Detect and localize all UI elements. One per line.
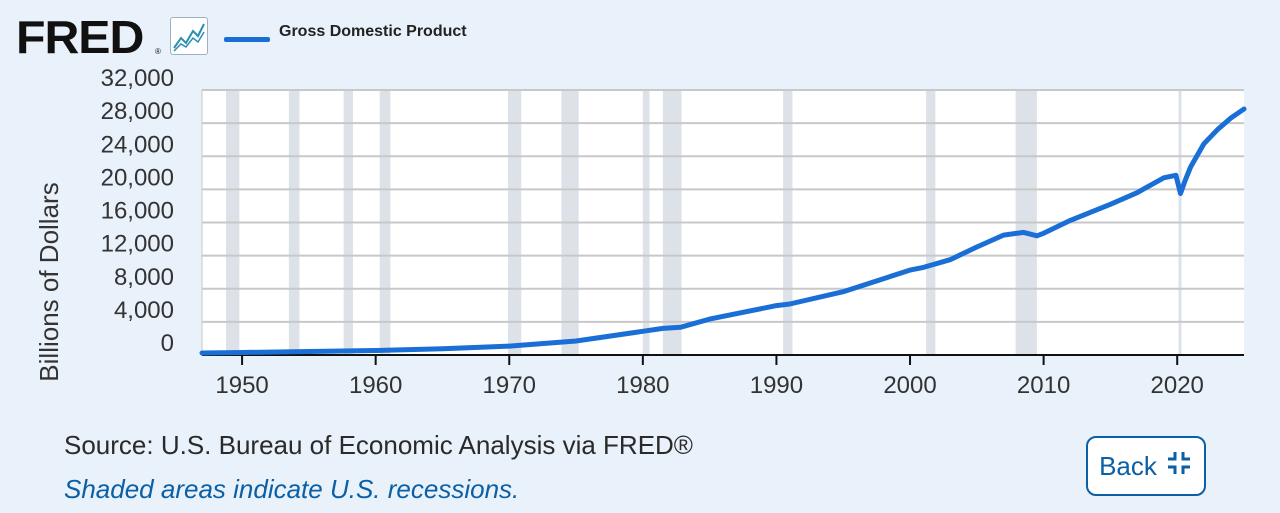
x-tick-label: 1950 [215,372,268,399]
back-button[interactable]: Back [1086,436,1206,496]
x-tick-label: 2020 [1151,372,1204,399]
series-layer [199,106,1247,356]
y-tick-label: 24,000 [101,131,174,158]
collapse-icon [1165,449,1193,484]
x-tick-label: 1970 [483,372,536,399]
x-tick-label: 2000 [883,372,936,399]
y-tick-label: 32,000 [101,65,174,92]
x-tick-label: 1980 [616,372,669,399]
legend-swatch [224,37,270,42]
y-tick-label: 4,000 [114,297,174,324]
header: FRED ® Gross Domestic Product [0,0,1280,70]
y-tick-label: 12,000 [101,231,174,258]
y-axis-label: Billions of Dollars [34,182,64,381]
x-axis-ticks: 1950 1960 1970 1980 1990 2000 2010 2020 [215,355,1204,399]
line-chart-icon[interactable] [170,17,208,55]
fred-logo[interactable]: FRED [16,11,144,63]
series-line-gdp [199,106,1247,356]
fred-logo-registered-mark: ® [155,47,161,56]
gdp-line-chart: 0 4,000 8,000 12,000 16,000 20,000 24,000 28,00… [34,65,1247,399]
x-tick-label: 2010 [1017,372,1070,399]
y-tick-label: 0 [161,330,174,357]
y-tick-label: 28,000 [101,98,174,125]
y-tick-label: 16,000 [101,198,174,225]
back-label: Back [1099,451,1157,481]
y-tick-label: 8,000 [114,264,174,291]
recession-note: Shaded areas indicate U.S. recessions. [64,474,520,504]
x-tick-label: 1990 [750,372,803,399]
source-note: Source: U.S. Bureau of Economic Analysis… [64,430,693,460]
legend-label: Gross Domestic Product [279,23,467,40]
x-tick-label: 1960 [349,372,402,399]
y-axis-ticks: 0 4,000 8,000 12,000 16,000 20,000 24,000 28,00… [101,65,174,357]
y-tick-label: 20,000 [101,164,174,191]
